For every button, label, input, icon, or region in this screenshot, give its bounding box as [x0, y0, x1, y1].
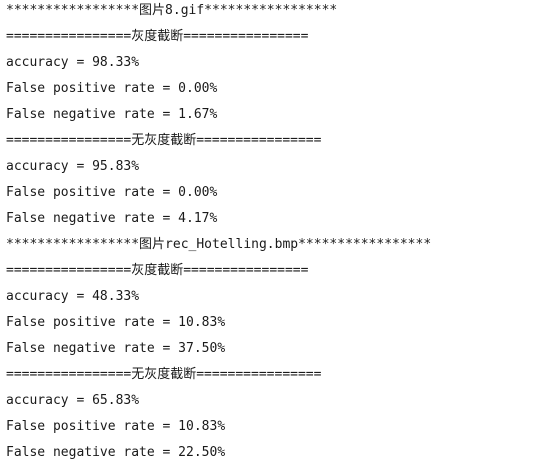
false-positive-line: False positive rate = 0.00% [6, 183, 217, 203]
false-negative-line: False negative rate = 37.50% [6, 339, 225, 359]
accuracy-line: accuracy = 65.83% [6, 391, 139, 411]
false-negative-line: False negative rate = 1.67% [6, 105, 217, 125]
false-positive-line: False positive rate = 10.83% [6, 417, 225, 437]
image-header-line: *****************图片8.gif****************… [6, 1, 337, 21]
section-header-line: ================无灰度截断================ [6, 131, 321, 151]
false-negative-line: False negative rate = 22.50% [6, 443, 225, 463]
accuracy-line: accuracy = 98.33% [6, 53, 139, 73]
accuracy-line: accuracy = 95.83% [6, 157, 139, 177]
section-header-line: ================灰度截断================ [6, 27, 308, 47]
false-positive-line: False positive rate = 10.83% [6, 313, 225, 333]
section-header-line: ================灰度截断================ [6, 261, 308, 281]
accuracy-line: accuracy = 48.33% [6, 287, 139, 307]
false-positive-line: False positive rate = 0.00% [6, 79, 217, 99]
false-negative-line: False negative rate = 4.17% [6, 209, 217, 229]
section-header-line: ================无灰度截断================ [6, 365, 321, 385]
image-header-line: *****************图片rec_Hotelling.bmp****… [6, 235, 431, 255]
